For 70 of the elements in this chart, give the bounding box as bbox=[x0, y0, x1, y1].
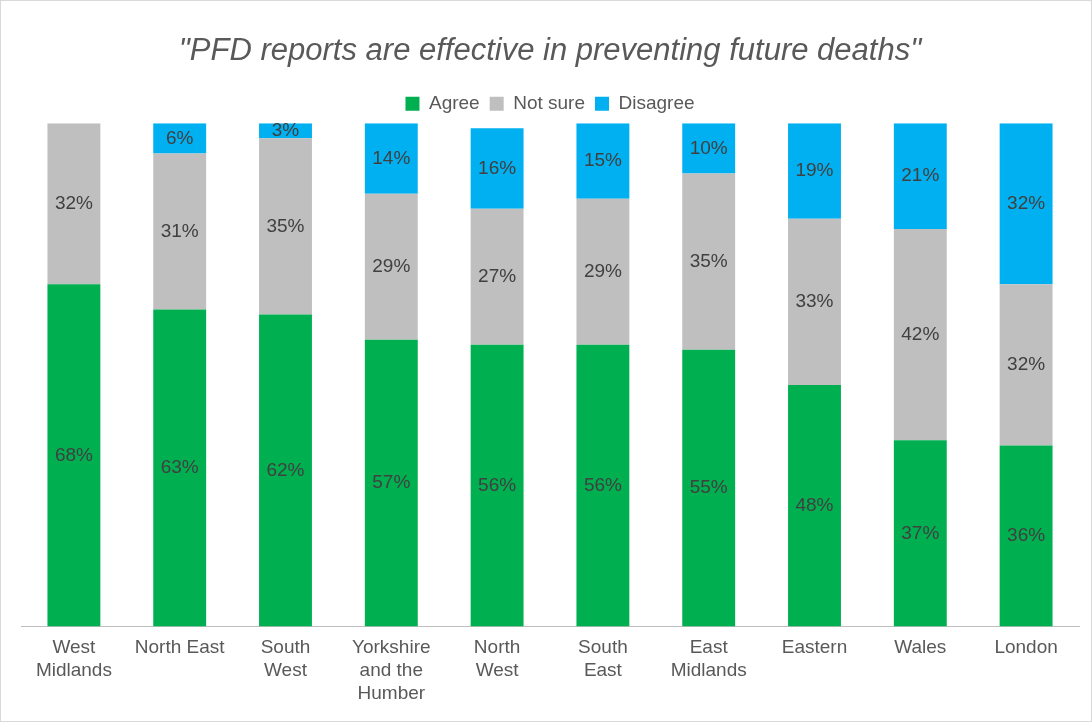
bar bbox=[682, 173, 736, 350]
data-label: 6% bbox=[165, 126, 194, 148]
data-label: 48% bbox=[795, 494, 834, 516]
data-label: 42% bbox=[901, 322, 940, 344]
x-tick-label: North East bbox=[134, 636, 226, 658]
data-label: 36% bbox=[1007, 524, 1046, 546]
bar bbox=[682, 123, 736, 174]
data-label: 27% bbox=[478, 264, 517, 286]
legend-label: Disagree bbox=[618, 91, 695, 113]
bar bbox=[153, 309, 207, 627]
legend-label: Not sure bbox=[513, 91, 585, 113]
data-label: 32% bbox=[1007, 191, 1046, 213]
x-tick-label: South East bbox=[578, 636, 628, 681]
bar bbox=[893, 123, 947, 229]
bar bbox=[470, 344, 524, 627]
data-label: 14% bbox=[372, 146, 411, 168]
x-tick-label: West Midlands bbox=[35, 636, 112, 681]
data-label: 35% bbox=[689, 249, 728, 271]
x-tick-label: London bbox=[994, 636, 1058, 658]
data-label: 68% bbox=[54, 443, 94, 465]
data-label: 31% bbox=[160, 219, 199, 241]
x-tick-label: North West bbox=[473, 636, 521, 681]
bar bbox=[470, 128, 524, 209]
data-label: 63% bbox=[160, 456, 199, 478]
data-label: 32% bbox=[54, 191, 94, 213]
bar bbox=[788, 123, 841, 219]
bar bbox=[788, 218, 841, 385]
data-label: 21% bbox=[901, 164, 940, 186]
bar bbox=[364, 339, 418, 627]
data-label: 15% bbox=[583, 149, 623, 171]
data-label: 33% bbox=[795, 290, 834, 312]
chart-title: "PFD reports are effective in preventing future deaths" bbox=[178, 32, 924, 68]
bar bbox=[259, 138, 312, 315]
bar bbox=[153, 153, 207, 310]
bar bbox=[893, 440, 947, 627]
x-tick-label: Eastern bbox=[781, 636, 848, 658]
data-label: 55% bbox=[689, 476, 728, 498]
data-label: 29% bbox=[372, 254, 411, 276]
x-tick-label: East Midlands bbox=[670, 636, 747, 681]
data-label: 62% bbox=[266, 458, 305, 480]
data-label: 56% bbox=[583, 473, 623, 495]
bar bbox=[364, 193, 418, 340]
bar bbox=[893, 228, 947, 441]
bar bbox=[576, 344, 630, 627]
data-label: 16% bbox=[478, 156, 517, 178]
bar bbox=[470, 208, 524, 345]
data-label: 3% bbox=[271, 118, 300, 140]
bar bbox=[682, 349, 736, 627]
data-label: 57% bbox=[372, 471, 411, 493]
data-label: 19% bbox=[795, 159, 834, 181]
data-label: 37% bbox=[901, 521, 940, 543]
bar bbox=[999, 284, 1053, 446]
bar bbox=[999, 445, 1053, 627]
bar bbox=[576, 123, 630, 199]
bar bbox=[47, 284, 101, 627]
data-label: 29% bbox=[583, 259, 623, 281]
data-label: 56% bbox=[478, 473, 517, 495]
data-label: 35% bbox=[266, 214, 305, 236]
x-tick-label: South West bbox=[260, 636, 311, 681]
bar bbox=[47, 123, 101, 285]
legend-label: Agree bbox=[428, 91, 480, 113]
bar bbox=[788, 384, 841, 627]
bar bbox=[364, 123, 418, 194]
data-label: 32% bbox=[1007, 353, 1046, 375]
data-label: 10% bbox=[689, 136, 728, 158]
bar bbox=[259, 314, 312, 627]
x-tick-label: Wales bbox=[894, 636, 947, 658]
bar bbox=[576, 198, 630, 345]
bar bbox=[999, 123, 1053, 285]
x-tick-label: Yorkshire and the Humber bbox=[352, 636, 431, 703]
